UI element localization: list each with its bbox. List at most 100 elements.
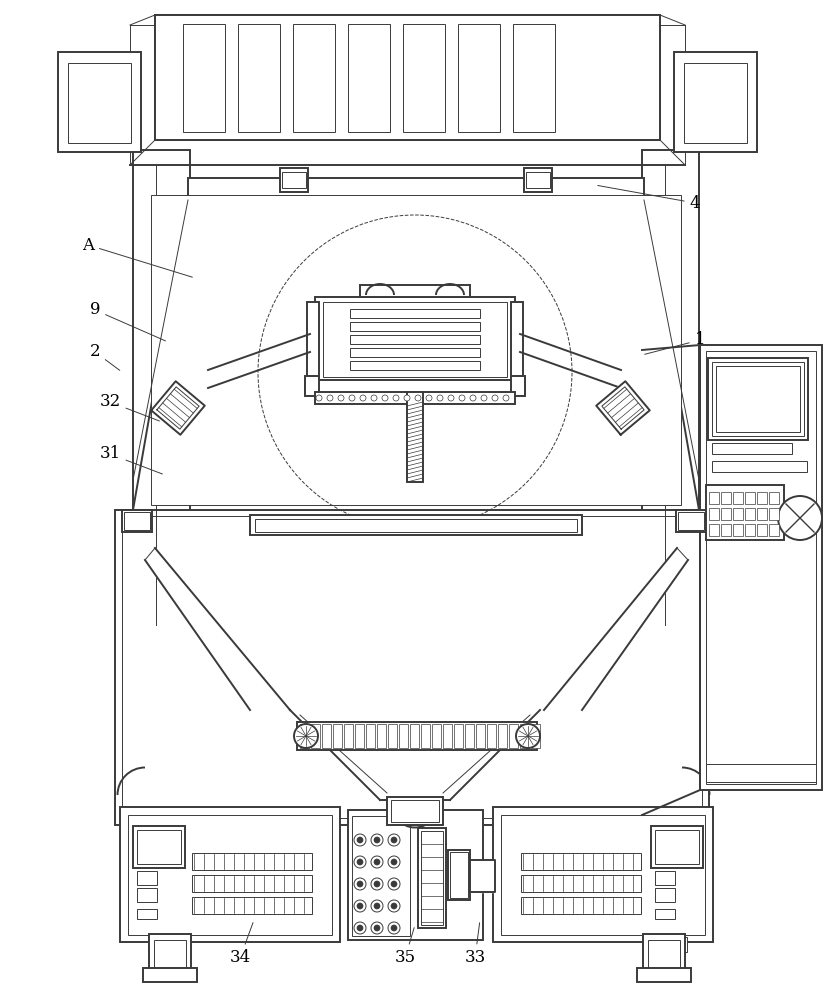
Bar — [403, 24, 445, 132]
Circle shape — [492, 395, 498, 401]
Circle shape — [374, 925, 380, 931]
Circle shape — [357, 837, 363, 843]
Bar — [410, 724, 419, 748]
Bar — [487, 724, 496, 748]
Bar — [366, 724, 375, 748]
Circle shape — [371, 922, 383, 934]
Bar — [280, 168, 308, 192]
Circle shape — [382, 395, 388, 401]
Circle shape — [388, 900, 400, 912]
Circle shape — [388, 834, 400, 846]
Circle shape — [391, 925, 397, 931]
Polygon shape — [470, 860, 495, 892]
Bar — [655, 888, 675, 902]
Bar — [648, 940, 680, 968]
Text: 33: 33 — [464, 923, 486, 966]
Bar — [350, 309, 480, 318]
Bar — [344, 724, 353, 748]
Bar — [674, 52, 757, 152]
Circle shape — [327, 395, 333, 401]
Bar — [769, 524, 779, 536]
Bar — [305, 380, 525, 394]
Circle shape — [391, 881, 397, 887]
Bar — [137, 871, 157, 885]
Bar — [300, 724, 309, 748]
Circle shape — [388, 856, 400, 868]
Bar — [122, 516, 702, 818]
Polygon shape — [544, 548, 688, 710]
Bar — [407, 392, 423, 482]
Circle shape — [481, 395, 487, 401]
Bar — [133, 826, 185, 868]
Bar — [137, 909, 157, 919]
Bar — [509, 724, 518, 748]
Bar — [531, 724, 540, 748]
Bar — [192, 875, 312, 892]
Bar — [377, 724, 386, 748]
Bar — [154, 940, 186, 968]
Bar — [120, 807, 340, 942]
Bar — [458, 24, 500, 132]
Circle shape — [391, 903, 397, 909]
Text: 9: 9 — [90, 302, 166, 341]
Bar — [700, 345, 822, 790]
Bar — [721, 508, 731, 520]
Text: 34: 34 — [230, 923, 253, 966]
Bar — [716, 366, 800, 432]
Bar — [183, 24, 225, 132]
Bar — [282, 172, 306, 188]
Bar — [293, 24, 335, 132]
Bar — [322, 724, 331, 748]
Bar — [450, 852, 468, 898]
Bar — [348, 24, 390, 132]
Bar — [192, 853, 312, 870]
Bar — [143, 968, 197, 982]
Bar — [745, 492, 755, 504]
Bar — [133, 150, 190, 625]
Circle shape — [404, 395, 410, 401]
Polygon shape — [597, 381, 650, 435]
Circle shape — [354, 878, 366, 890]
Bar — [188, 178, 644, 200]
Bar — [448, 850, 470, 900]
Bar — [520, 724, 529, 748]
Bar — [68, 63, 131, 143]
Circle shape — [516, 724, 540, 748]
Bar — [352, 816, 410, 936]
Bar — [124, 512, 150, 530]
Bar — [708, 358, 808, 440]
Circle shape — [374, 881, 380, 887]
Bar — [757, 492, 767, 504]
Circle shape — [426, 395, 432, 401]
Circle shape — [503, 395, 509, 401]
Bar — [712, 362, 804, 436]
Bar — [721, 492, 731, 504]
Bar — [757, 524, 767, 536]
Bar — [476, 724, 485, 748]
Bar — [733, 492, 743, 504]
Circle shape — [354, 856, 366, 868]
Circle shape — [437, 395, 443, 401]
Circle shape — [357, 881, 363, 887]
Bar — [311, 724, 320, 748]
Bar — [521, 897, 641, 914]
Text: 32: 32 — [99, 393, 160, 421]
Bar — [655, 830, 699, 864]
Bar — [745, 524, 755, 536]
Polygon shape — [151, 381, 205, 435]
Circle shape — [294, 724, 318, 748]
Bar — [315, 297, 515, 382]
Text: 4: 4 — [597, 185, 701, 212]
Bar — [733, 524, 743, 536]
Bar — [521, 853, 641, 870]
Circle shape — [316, 395, 322, 401]
Bar — [421, 831, 443, 925]
Bar — [350, 322, 480, 331]
Bar — [757, 508, 767, 520]
Bar — [297, 722, 537, 750]
Bar — [709, 508, 719, 520]
Bar — [526, 172, 550, 188]
Bar — [501, 815, 705, 935]
Bar — [387, 797, 443, 825]
Bar — [733, 508, 743, 520]
